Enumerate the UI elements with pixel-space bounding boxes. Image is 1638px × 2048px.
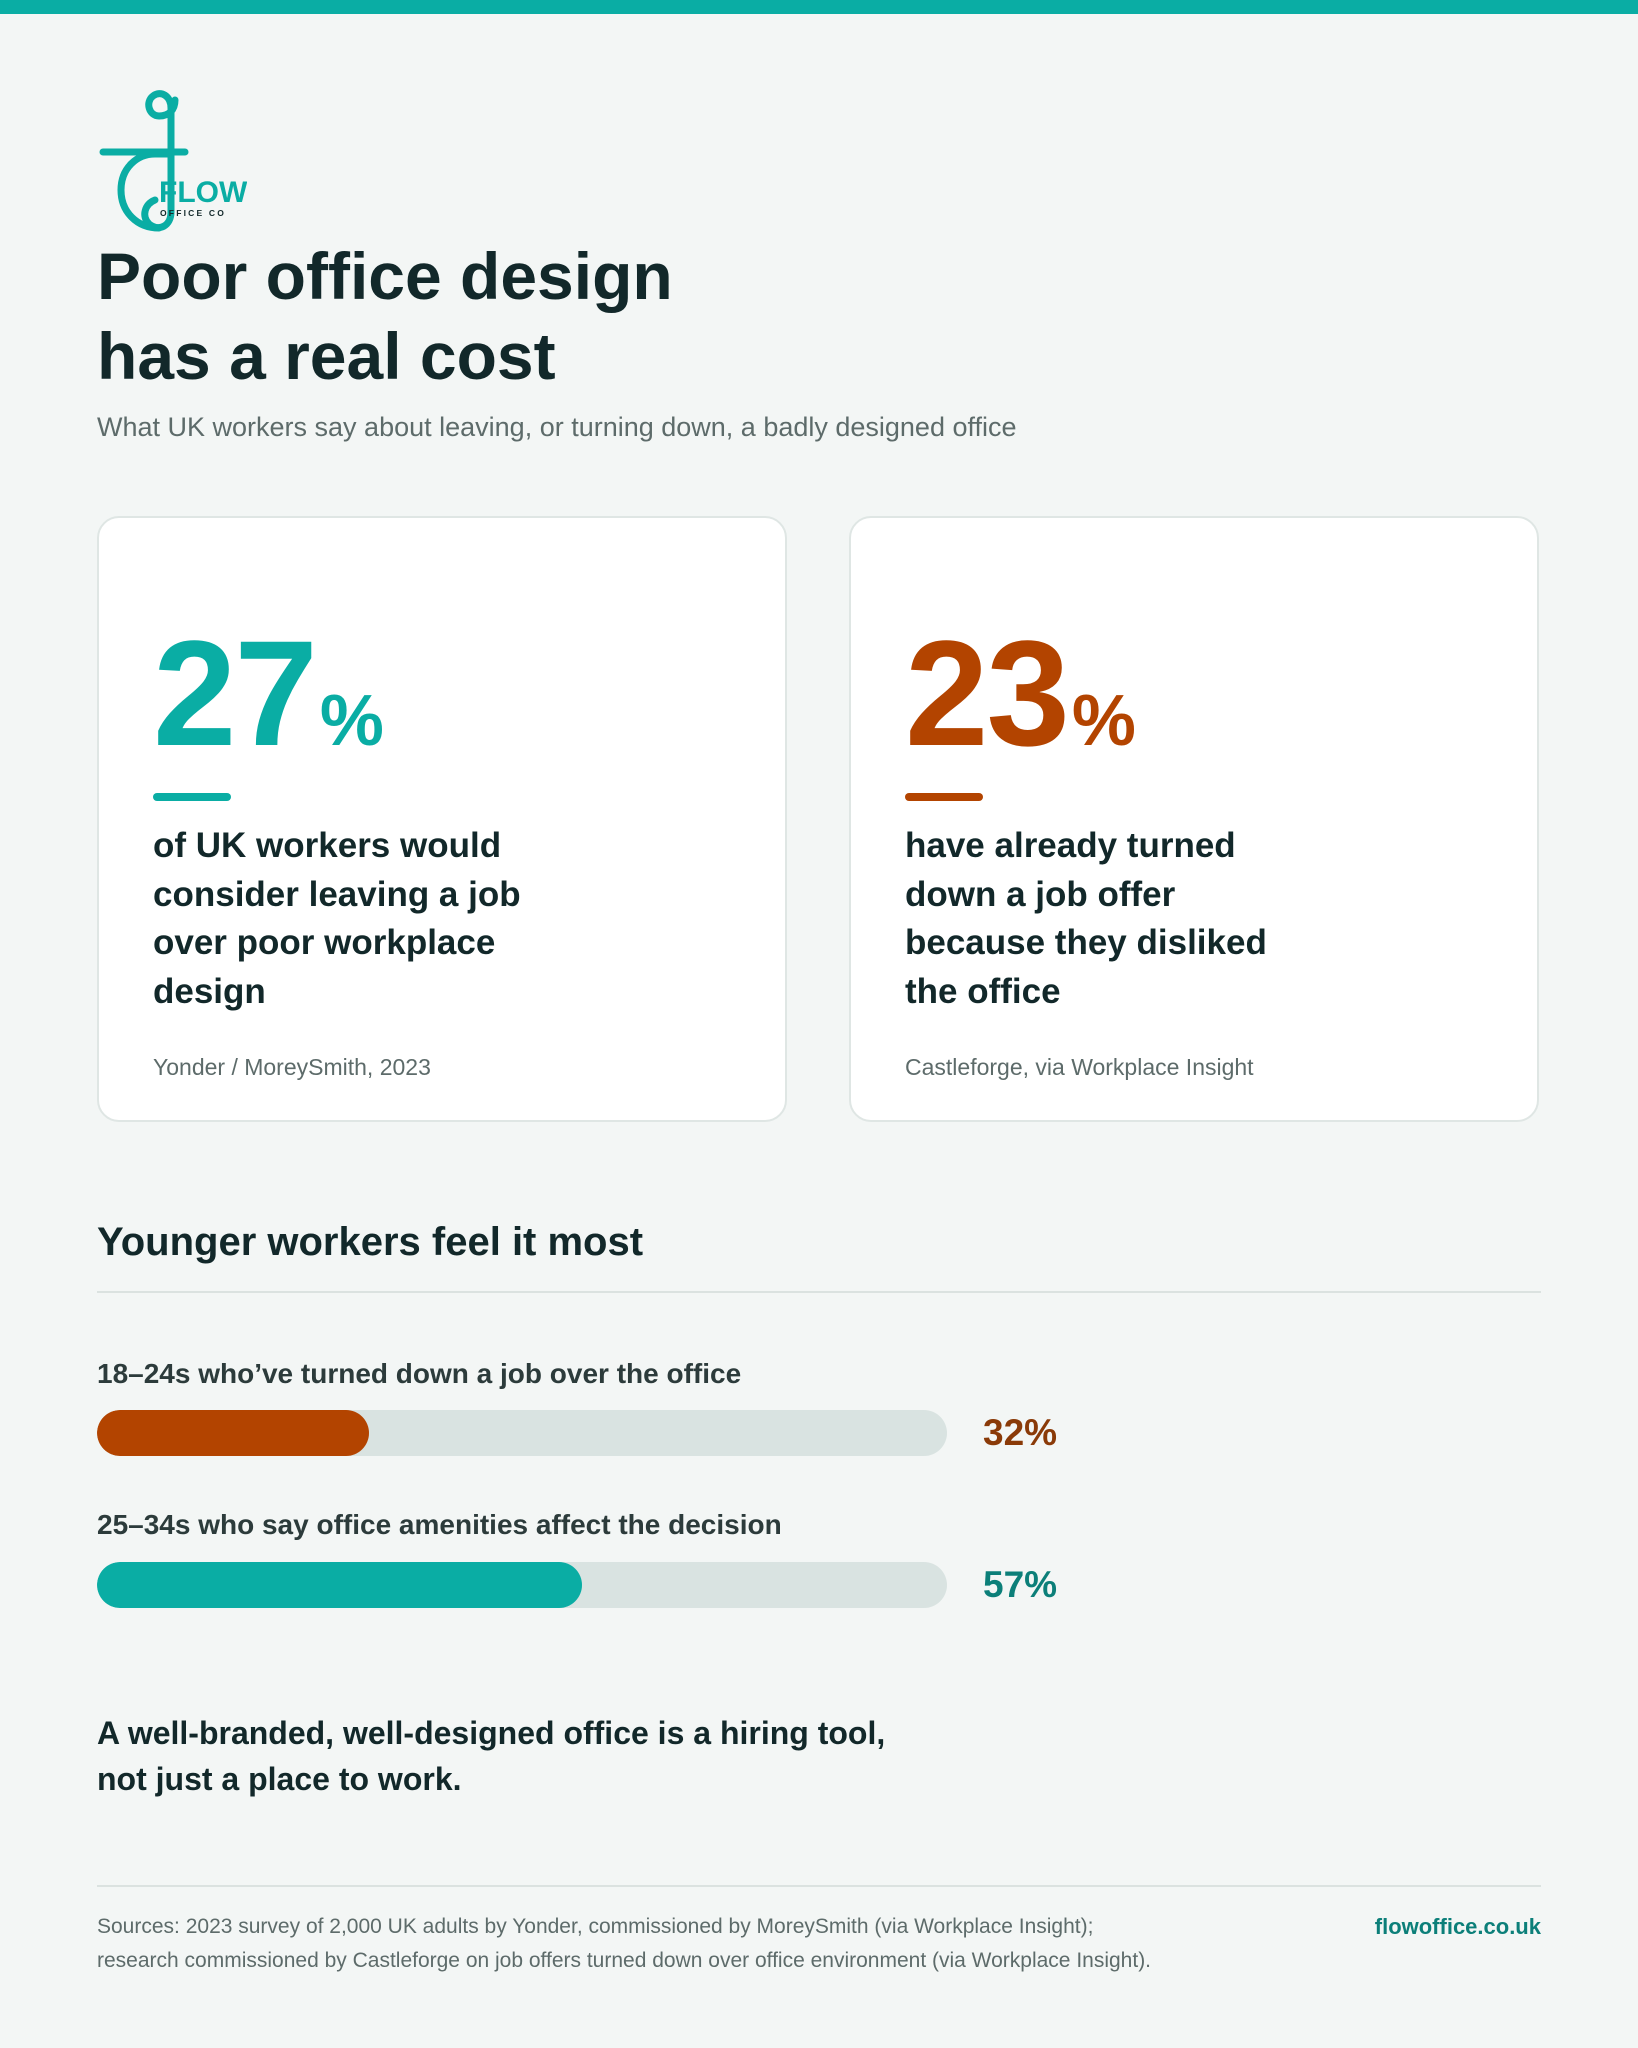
section-heading: Younger workers feel it most xyxy=(97,1220,644,1264)
stat-unit: % xyxy=(1071,681,1136,761)
logo-mark-icon: FLOW OFFICE CO xyxy=(99,90,247,232)
stat-value: 27 xyxy=(153,609,318,777)
top-accent-strip xyxy=(0,0,1638,14)
stat-description: have already turned down a job offer bec… xyxy=(905,826,1267,1011)
page-title: Poor office design has a real cost xyxy=(97,236,673,396)
stat-accent-line xyxy=(153,793,231,801)
bar-value-18-24: 32% xyxy=(983,1412,1058,1453)
closing-statement: A well-branded, well-designed office is … xyxy=(97,1710,885,1802)
stat-accent-line xyxy=(905,793,983,801)
section-divider xyxy=(97,1291,1541,1293)
website-link[interactable]: flowoffice.co.uk xyxy=(1374,1914,1541,1939)
sources-line-2: research commissioned by Castleforge on … xyxy=(97,1949,1152,1972)
svg-text:FLOW: FLOW xyxy=(159,176,247,209)
progress-fill-18-24 xyxy=(97,1410,369,1456)
stat-figure: 23% xyxy=(905,618,1136,768)
footer-divider xyxy=(97,1885,1541,1887)
stat-card-leaving: 27% of UK workers would consider leaving… xyxy=(97,516,787,1122)
progress-track-25-34 xyxy=(97,1562,947,1608)
sources-line-1: Sources: 2023 survey of 2,000 UK adults … xyxy=(97,1915,1094,1938)
bar-label-18-24: 18–24s who’ve turned down a job over the… xyxy=(97,1358,742,1389)
stat-source: Yonder / MoreySmith, 2023 xyxy=(153,1054,431,1080)
stat-value: 23 xyxy=(905,609,1070,777)
svg-text:OFFICE CO: OFFICE CO xyxy=(160,208,226,218)
bar-label-25-34: 25–34s who say office amenities affect t… xyxy=(97,1509,782,1540)
progress-track-18-24 xyxy=(97,1410,947,1456)
stat-description: of UK workers would consider leaving a j… xyxy=(153,826,521,1011)
title-line-1: Poor office design xyxy=(97,239,673,313)
flow-office-logo: FLOW OFFICE CO xyxy=(97,88,247,234)
closing-line-2: not just a place to work. xyxy=(97,1761,462,1797)
sources-note: Sources: 2023 survey of 2,000 UK adults … xyxy=(97,1910,1151,1978)
stat-unit: % xyxy=(319,681,384,761)
stat-source: Castleforge, via Workplace Insight xyxy=(905,1054,1254,1080)
closing-line-1: A well-branded, well-designed office is … xyxy=(97,1715,886,1751)
stat-card-turned-down: 23% have already turned down a job offer… xyxy=(849,516,1539,1122)
stat-figure: 27% xyxy=(153,618,384,768)
progress-fill-25-34 xyxy=(97,1562,582,1608)
page-subtitle: What UK workers say about leaving, or tu… xyxy=(97,412,1017,442)
bar-value-25-34: 57% xyxy=(983,1564,1058,1605)
title-line-2: has a real cost xyxy=(97,319,556,393)
